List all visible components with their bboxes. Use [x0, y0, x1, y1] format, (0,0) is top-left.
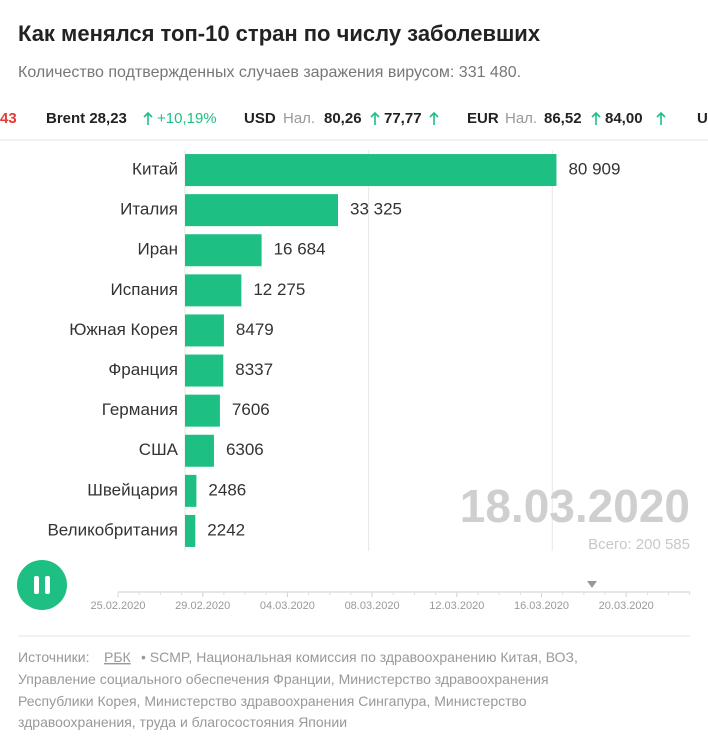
value-label: 16 684 — [274, 240, 326, 259]
sources: Источники: РБК • SCMP, Национальная коми… — [18, 649, 582, 730]
value-label: 8337 — [235, 360, 273, 379]
pause-icon — [34, 576, 39, 594]
category-label: Иран — [137, 240, 178, 259]
category-label: США — [139, 440, 179, 459]
arrow-up — [656, 111, 666, 125]
ticker-bg — [0, 96, 708, 140]
ticker-name: EUR — [467, 110, 499, 127]
sources-line: Управление социального обеспечения Франц… — [18, 671, 549, 687]
category-label: Испания — [111, 280, 178, 299]
value-label: 6306 — [226, 440, 264, 459]
value-label: 2486 — [208, 480, 246, 499]
sources-line: • SCMP, Национальная комиссия по здравоо… — [141, 649, 578, 665]
value-label: 12 275 — [253, 280, 305, 299]
ticker: 43 Brent 28,23 +10,19% USD Нал. 80,26 77… — [0, 110, 708, 127]
category-label: Франция — [108, 360, 178, 379]
ticker-kind: Нал. — [505, 110, 537, 127]
ticker-value: 84,00 — [605, 110, 643, 127]
chart-subtitle: Количество подтвержденных случаев зараже… — [18, 64, 521, 81]
timeline-label: 04.03.2020 — [260, 600, 315, 612]
ticker-name: U — [697, 110, 708, 127]
timeline-label: 16.03.2020 — [514, 600, 569, 612]
current-date: 18.03.2020 — [460, 480, 690, 532]
timeline-label: 20.03.2020 — [599, 600, 654, 612]
value-label: 80 909 — [568, 160, 620, 179]
timeline-label: 12.03.2020 — [429, 600, 484, 612]
category-label: Китай — [132, 160, 178, 179]
timeline-label: 29.02.2020 — [175, 600, 230, 612]
value-label: 2242 — [207, 520, 245, 539]
timeline-marker[interactable] — [587, 581, 597, 588]
bar — [185, 394, 220, 427]
play-pause-button[interactable] — [17, 560, 67, 610]
category-label: Германия — [102, 400, 178, 419]
bar — [185, 474, 197, 507]
sources-line: здравоохранения, труда и благосостояния … — [18, 714, 347, 730]
ticker-arrows — [143, 111, 666, 125]
arrow-up — [591, 111, 601, 125]
sources-link[interactable]: РБК — [104, 649, 132, 665]
value-label: 8479 — [236, 320, 274, 339]
ticker-value: 86,52 — [544, 110, 582, 127]
bar — [185, 514, 196, 547]
category-label: Великобритания — [47, 520, 178, 539]
arrow-up — [429, 111, 439, 125]
ticker-name: Brent 28,23 — [46, 110, 127, 127]
timeline-label: 25.02.2020 — [90, 600, 145, 612]
bar — [185, 234, 262, 267]
timeline-label: 08.03.2020 — [345, 600, 400, 612]
value-label: 7606 — [232, 400, 270, 419]
bars: Китай 80 909 Италия 33 325 Иран 16 684 Испания… — [47, 154, 620, 547]
arrow-up — [370, 111, 380, 125]
timeline: 25.02.2020 29.02.2020 04.03.2020 08.03.2020… — [90, 592, 691, 612]
arrow-up — [143, 111, 153, 125]
bar — [185, 314, 224, 347]
total: Всего: 200 585 — [588, 536, 690, 553]
bar — [185, 194, 338, 227]
value-label: 33 325 — [350, 200, 402, 219]
category-label: Южная Корея — [69, 320, 178, 339]
sources-label: Источники: — [18, 649, 89, 665]
sources-line: Республики Корея, Министерство здравоохр… — [18, 693, 527, 709]
chart-title: Как менялся топ-10 стран по числу заболе… — [18, 21, 541, 46]
pause-icon — [45, 576, 50, 594]
bar — [185, 154, 557, 187]
bar — [185, 274, 242, 307]
ticker-kind: Нал. — [283, 110, 315, 127]
ticker-name: USD — [244, 110, 276, 127]
category-label: Швейцария — [87, 480, 178, 499]
ticker-value: 43 — [0, 110, 17, 127]
ticker-change: +10,19% — [157, 110, 217, 127]
category-label: Италия — [120, 200, 178, 219]
ticker-value: 77,77 — [384, 110, 422, 127]
bar — [185, 434, 214, 467]
bar — [185, 354, 224, 387]
ticker-value: 80,26 — [324, 110, 362, 127]
